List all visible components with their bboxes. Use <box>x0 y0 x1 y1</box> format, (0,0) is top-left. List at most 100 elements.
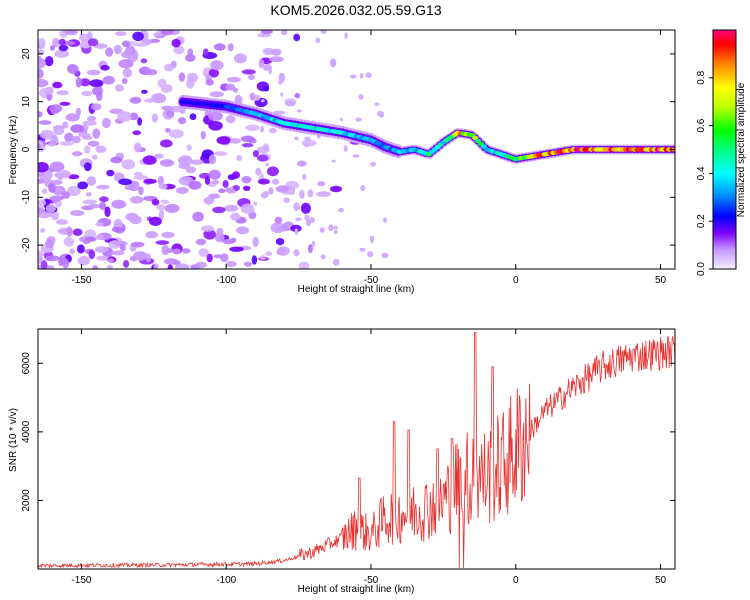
noise-blob <box>302 173 307 181</box>
noise-blob <box>75 107 81 116</box>
noise-blob <box>241 143 254 148</box>
noise-blob <box>260 125 265 133</box>
noise-blob <box>307 244 313 254</box>
x-tick-label: 50 <box>655 275 667 286</box>
y-tick-label: 4000 <box>21 420 32 443</box>
noise-blob <box>95 234 104 240</box>
y-tick-label: 10 <box>21 96 32 108</box>
noise-blob <box>145 69 158 76</box>
x-tick-label: -50 <box>364 275 379 286</box>
noise-blob <box>230 212 241 221</box>
noise-blob <box>67 185 81 197</box>
y-tick-label: 6000 <box>21 352 32 375</box>
noise-blob <box>85 192 92 197</box>
noise-blob <box>266 166 279 177</box>
noise-blob <box>209 91 224 98</box>
colorbar-tick-label: 0.8 <box>696 70 707 84</box>
noise-blob <box>214 231 225 243</box>
noise-blob <box>121 51 132 59</box>
noise-blob <box>208 169 221 180</box>
noise-blob <box>81 90 93 97</box>
noise-blob <box>145 231 159 239</box>
noise-blob <box>379 111 385 118</box>
noise-blob <box>169 129 184 139</box>
noise-blob <box>118 59 134 69</box>
noise-blob <box>333 229 338 235</box>
noise-blob <box>192 211 204 222</box>
noise-blob <box>298 261 310 269</box>
noise-blob <box>72 228 83 236</box>
noise-blob <box>121 40 131 48</box>
y-tick-label: -20 <box>21 237 32 252</box>
noise-blob <box>110 156 123 164</box>
noise-blob <box>83 239 90 245</box>
noise-blob <box>172 248 181 255</box>
noise-blob <box>226 76 241 83</box>
noise-blob <box>365 72 372 78</box>
noise-blob <box>331 159 336 163</box>
noise-blob <box>118 178 133 186</box>
noise-blob <box>38 57 46 69</box>
noise-blob <box>299 189 305 199</box>
noise-blob <box>58 44 69 52</box>
y-tick-label: 2000 <box>21 489 32 512</box>
colorbar-tick-label: 0.6 <box>696 118 707 132</box>
noise-blob <box>274 216 283 224</box>
noise-blob <box>309 217 315 224</box>
noise-blob <box>38 120 52 125</box>
noise-blob <box>38 199 46 207</box>
noise-blob <box>44 255 60 262</box>
noise-blob <box>208 111 223 122</box>
noise-blobs <box>38 30 389 269</box>
noise-blob <box>45 239 54 249</box>
noise-blob <box>260 192 268 199</box>
noise-blob <box>253 201 258 206</box>
noise-blob <box>257 178 270 185</box>
noise-blob <box>115 31 127 36</box>
noise-blob <box>343 145 348 153</box>
noise-blob <box>240 203 255 214</box>
noise-blob <box>225 261 237 267</box>
noise-blob <box>99 201 107 211</box>
noise-blob <box>317 181 326 187</box>
noise-blob <box>86 69 101 76</box>
noise-blob <box>339 117 343 122</box>
noise-blob <box>231 171 241 179</box>
noise-blob <box>133 171 143 177</box>
noise-blob <box>319 227 325 233</box>
noise-blob <box>278 80 283 85</box>
noise-blob <box>178 117 187 125</box>
noise-blob <box>101 117 111 129</box>
noise-blob <box>54 49 70 58</box>
noise-blob <box>38 111 43 118</box>
noise-blob <box>189 113 197 121</box>
noise-blob <box>165 127 171 133</box>
noise-blob <box>94 246 109 253</box>
noise-blob <box>275 185 289 193</box>
noise-blob <box>295 217 302 222</box>
noise-blob <box>82 120 97 126</box>
noise-blob <box>275 238 285 246</box>
noise-blob <box>185 166 197 174</box>
noise-blob <box>38 162 49 173</box>
noise-blob <box>152 32 164 37</box>
noise-blob <box>297 160 307 167</box>
noise-blob <box>241 69 256 75</box>
noise-blob <box>75 77 82 88</box>
noise-blob <box>278 72 285 83</box>
noise-blob <box>70 124 85 133</box>
noise-blob <box>96 255 111 261</box>
noise-blob <box>188 180 202 190</box>
noise-blob <box>151 198 160 206</box>
noise-blob <box>38 207 45 214</box>
noise-blob <box>79 78 91 87</box>
noise-blob <box>255 167 262 176</box>
noise-blob <box>268 187 274 195</box>
noise-blob <box>257 154 269 162</box>
x-tick-label: -50 <box>364 575 379 586</box>
chart-title: KOM5.2026.032.05.59.G13 <box>270 2 441 18</box>
noise-blob <box>226 115 236 124</box>
snr-x-axis-title: Height of straight line (km) <box>298 584 415 595</box>
x-tick-label: -150 <box>71 275 91 286</box>
colorbar: 0.0 0.2 0.4 0.6 0.8 Normalized spectral ampl… <box>696 29 747 276</box>
